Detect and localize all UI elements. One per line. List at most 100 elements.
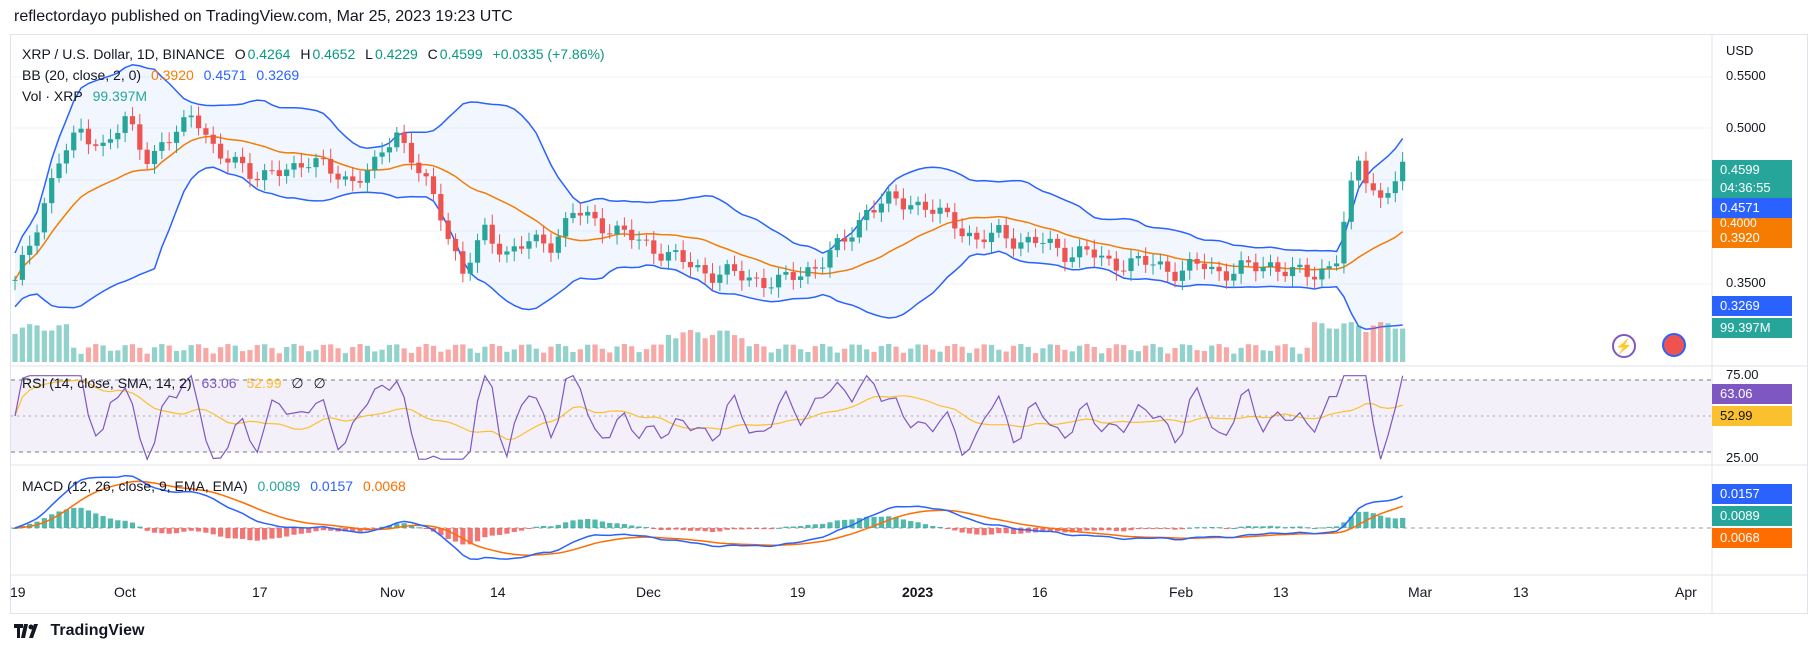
candle-body — [871, 209, 877, 213]
volume-bar — [350, 346, 356, 362]
volume-bar — [856, 344, 862, 362]
bb-basis-tag: 0.3920 — [1712, 228, 1792, 248]
rsi-legend[interactable]: RSI (14, close, SMA, 14, 2) 63.06 52.99 … — [22, 375, 332, 392]
vol-legend[interactable]: Vol · XRP 99.397M — [22, 88, 153, 104]
footer-brand[interactable]: TradingView — [14, 622, 144, 640]
volume-bar — [820, 344, 826, 362]
bb-lower-tag: 0.3269 — [1712, 296, 1792, 316]
candle-body — [864, 209, 870, 221]
macd-hist-bar — [621, 524, 627, 528]
candle-body — [680, 250, 686, 263]
currency-label[interactable]: USD — [1726, 43, 1754, 58]
candle-body — [482, 224, 488, 241]
rsi-ma-line — [14, 379, 1403, 441]
candle-body — [849, 237, 855, 242]
macd-hist-bar — [350, 528, 356, 532]
candle-body — [673, 250, 679, 253]
rsi-ma-tag: 52.99 — [1712, 406, 1792, 426]
time-tick: 19 — [790, 584, 806, 600]
candle-body — [1356, 160, 1362, 181]
volume-bar — [849, 344, 855, 362]
vol-label: Vol · XRP — [22, 88, 83, 104]
macd-hist-bar — [1231, 527, 1237, 529]
candle-body — [166, 142, 172, 144]
volume-bar — [798, 349, 804, 362]
candle-body — [1341, 221, 1347, 264]
macd-hist-bar — [93, 513, 99, 528]
macd-hist-bar — [893, 517, 899, 528]
volume-bar — [1378, 322, 1384, 362]
macd-legend[interactable]: MACD (12, 26, close, 9, EMA, EMA) 0.0089… — [22, 478, 412, 494]
volume-bar — [474, 352, 481, 362]
volume-bar — [775, 348, 782, 362]
macd-hist-bar — [85, 510, 92, 528]
candle-body — [886, 191, 892, 204]
macd-hist-bar — [151, 528, 158, 533]
symbol-label[interactable]: XRP / U.S. Dollar, 1D, BINANCE — [22, 46, 225, 62]
macd-hist-bar — [519, 528, 525, 531]
volume-bar — [930, 349, 936, 362]
macd-signal-line — [14, 480, 1403, 556]
time-tick: 16 — [1032, 584, 1048, 600]
candles — [12, 105, 1406, 298]
lightning-icon[interactable]: ⚡ — [1612, 334, 1636, 358]
candle-body — [1304, 264, 1310, 277]
flag-us-icon[interactable] — [1662, 333, 1686, 357]
time-tick: Dec — [636, 584, 661, 600]
macd-hist-bar — [210, 528, 216, 535]
candle-body — [1077, 246, 1083, 258]
candle-body — [210, 134, 216, 144]
volume-bar — [1304, 347, 1310, 362]
volume-bar — [342, 353, 348, 362]
macd-hist-bar — [276, 528, 282, 538]
volume-bar — [922, 344, 929, 362]
macd-hist-bar — [1253, 526, 1259, 528]
candle-body — [364, 170, 371, 183]
low-value: 0.4229 — [374, 46, 418, 62]
time-tick: 2023 — [902, 584, 934, 600]
macd-hist-bar — [1047, 528, 1053, 532]
high-label: H — [300, 46, 311, 62]
close-price-tag: 0.4599 04:36:55 — [1712, 160, 1792, 198]
volume-bar — [570, 351, 576, 362]
candle-body — [100, 142, 106, 146]
macd-hist-bar — [232, 528, 238, 539]
volume-bar — [100, 345, 106, 362]
candle-body — [1054, 238, 1061, 248]
macd-hist-bar — [195, 528, 202, 532]
macd-hist-bar — [1245, 526, 1252, 528]
candle-body — [232, 156, 238, 163]
candle-body — [827, 250, 833, 268]
macd-hist-bar — [1378, 515, 1384, 528]
volume-bar — [173, 350, 180, 362]
macd-hist-bar — [629, 525, 635, 528]
macd-hist-bar — [217, 528, 224, 537]
candle-body — [430, 176, 437, 195]
candle-body — [1157, 261, 1163, 265]
candle-body — [452, 238, 459, 252]
bb-lower-line — [14, 166, 1403, 330]
macd-hist-bar — [298, 528, 304, 534]
volume-bar — [394, 344, 400, 362]
candle-body — [974, 232, 980, 240]
macd-hist-bar — [974, 528, 980, 535]
volume-bar — [262, 344, 268, 362]
volume-bar — [1032, 353, 1039, 362]
volume-bar — [372, 351, 378, 362]
volume-bar — [1106, 348, 1112, 362]
macd-hist-tag: 0.0089 — [1712, 506, 1792, 526]
candle-body — [519, 246, 525, 249]
macd-hist-bar — [658, 528, 664, 530]
macd-hist-bar — [1113, 528, 1119, 532]
candle-body — [577, 212, 583, 216]
bb-legend[interactable]: BB (20, close, 2, 0) 0.3920 0.4571 0.326… — [22, 67, 305, 83]
macd-hist-bar — [585, 519, 591, 528]
macd-hist-bar — [247, 528, 253, 541]
macd-hist-value: 0.0089 — [257, 478, 301, 494]
volume-bar — [195, 344, 202, 362]
bb-lower-value: 0.3269 — [256, 67, 300, 83]
volume-bar — [1165, 353, 1171, 362]
candle-body — [379, 152, 385, 157]
macd-hist-bar — [1326, 526, 1332, 528]
